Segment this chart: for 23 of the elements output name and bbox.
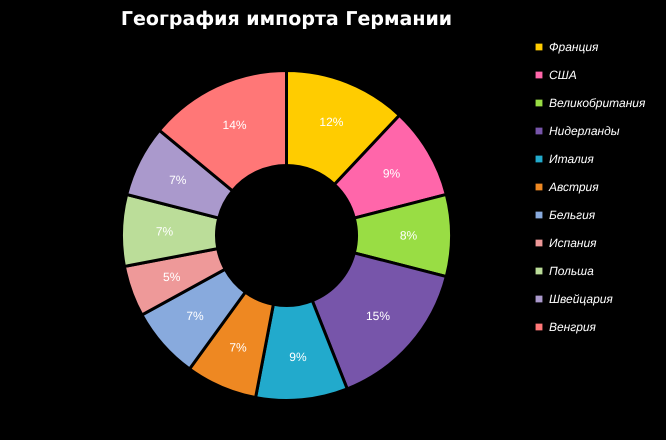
legend-label: Испания [549, 236, 598, 250]
data-label: 5% [163, 270, 181, 284]
legend-label: Австрия [548, 180, 600, 194]
data-label: 9% [289, 350, 307, 364]
legend-label: Бельгия [549, 208, 596, 222]
data-label: 14% [222, 118, 247, 132]
legend-label: Польша [549, 264, 594, 278]
legend-label: Франция [549, 40, 600, 54]
legend-label: США [549, 68, 577, 82]
data-label: 7% [169, 173, 187, 188]
data-label: 7% [156, 224, 174, 239]
data-label: 12% [319, 115, 344, 130]
legend-label: Швейцария [549, 292, 614, 306]
data-label: 7% [186, 309, 204, 324]
legend-label: Нидерланды [549, 124, 620, 138]
data-label: 8% [400, 228, 418, 242]
legend-label: Великобритания [549, 96, 646, 110]
legend-label: Италия [549, 152, 594, 166]
data-label: 7% [229, 340, 248, 354]
data-label: 9% [382, 166, 401, 180]
chart-title: География импорта Германии [120, 8, 452, 30]
legend-label: Венгрия [549, 320, 597, 334]
data-label: 15% [366, 309, 390, 324]
